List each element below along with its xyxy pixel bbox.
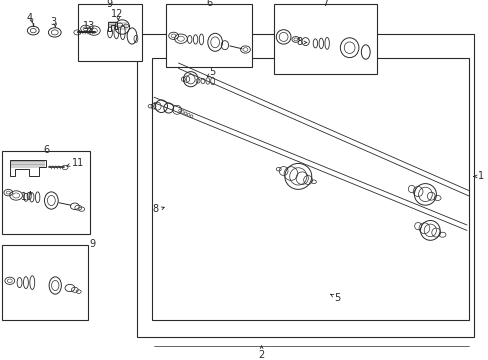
Text: 3: 3 [51,17,57,27]
Text: 7: 7 [322,0,327,8]
Text: 6: 6 [43,145,49,155]
Text: 11: 11 [72,158,84,168]
Bar [78,4,142,61]
Bar [137,34,473,337]
Text: 5: 5 [334,293,340,303]
Text: 5: 5 [209,67,215,77]
Text: 13: 13 [82,21,95,31]
Text: 8: 8 [152,204,158,214]
Text: 4: 4 [26,13,32,23]
Text: 6: 6 [206,0,212,8]
Bar [151,58,468,320]
Text: 10: 10 [20,192,33,202]
Text: 1: 1 [477,171,483,181]
Text: 9: 9 [106,0,112,9]
Text: 2: 2 [258,350,264,360]
Text: 12: 12 [111,9,123,19]
Text: 8: 8 [296,37,302,48]
Text: 9: 9 [89,239,95,249]
Bar [273,4,376,74]
Bar [2,151,90,234]
Bar [2,245,88,320]
Bar [166,4,251,67]
